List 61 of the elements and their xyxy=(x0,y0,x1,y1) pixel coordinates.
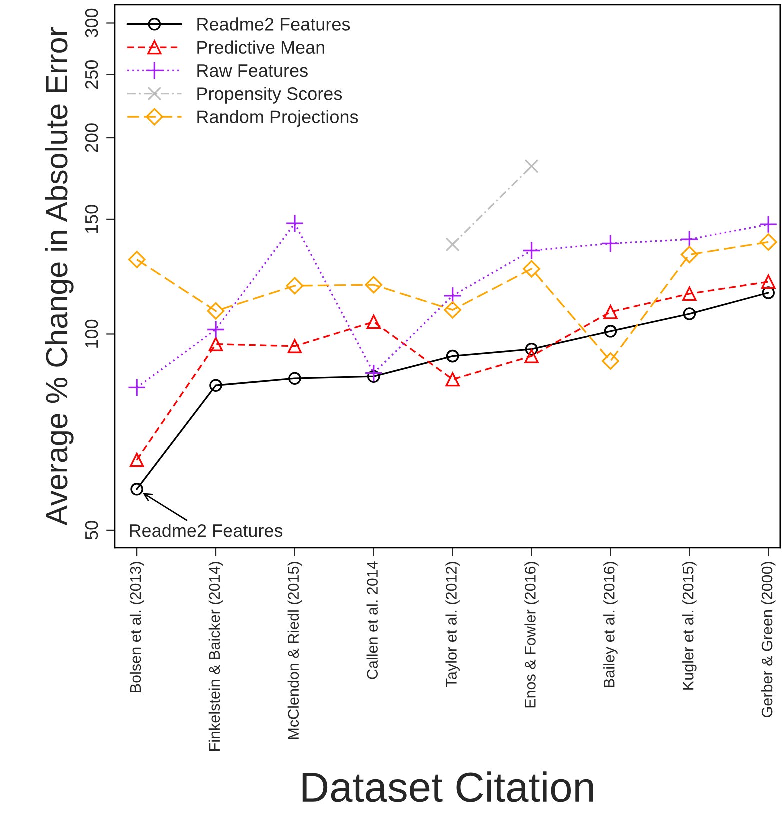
legend-label: Predictive Mean xyxy=(198,40,324,54)
x-tick-label: Kugler et al. (2015) xyxy=(682,562,697,690)
point xyxy=(525,342,538,356)
point xyxy=(288,372,302,385)
legend-label: Random Projections xyxy=(198,110,358,128)
point xyxy=(367,370,380,383)
x-tick-label: Callen et al. 2014 xyxy=(366,562,378,680)
point xyxy=(762,274,776,290)
point xyxy=(759,215,778,234)
point xyxy=(522,242,541,260)
point xyxy=(680,230,699,249)
point xyxy=(602,234,620,253)
point xyxy=(208,337,224,352)
point xyxy=(128,378,146,397)
point xyxy=(364,364,384,383)
y-tick-label: 200 xyxy=(85,124,98,152)
legend-label: Readme2 Features xyxy=(198,18,350,31)
x-tick-label: Enos & Fowler (2016) xyxy=(524,562,539,708)
x-tick-label: Bolsen et al. (2013) xyxy=(130,562,144,692)
point xyxy=(444,286,462,306)
point xyxy=(523,260,540,278)
point xyxy=(365,276,383,294)
point xyxy=(762,286,775,300)
x-tick-label: Taylor et al. (2012) xyxy=(446,562,460,688)
point xyxy=(206,320,226,339)
point xyxy=(210,379,222,392)
point xyxy=(602,352,620,370)
point xyxy=(604,325,618,338)
y-tick-label: 100 xyxy=(85,320,98,348)
x-tick-label: Bailey et al. (2016) xyxy=(604,562,618,688)
x-axis-title: Dataset Citation xyxy=(302,772,594,802)
point xyxy=(130,483,144,496)
point xyxy=(446,350,460,363)
point xyxy=(524,349,539,364)
point xyxy=(130,453,144,468)
y-tick-label: 300 xyxy=(85,8,98,38)
point xyxy=(446,238,460,252)
point xyxy=(682,286,697,302)
point xyxy=(366,314,381,330)
annotation: Readme2 Features xyxy=(130,524,283,538)
legend-label: Raw Features xyxy=(198,64,308,78)
point xyxy=(128,251,146,268)
x-tick-label: Finkelstein & Baicker (2014) xyxy=(208,562,224,751)
point xyxy=(446,372,460,387)
y-tick-label: 250 xyxy=(85,60,98,90)
point xyxy=(288,339,302,354)
point xyxy=(683,308,696,320)
x-tick-label: Gerber & Green (2000) xyxy=(761,562,776,718)
point xyxy=(604,305,618,320)
y-tick-label: 50 xyxy=(85,521,98,540)
y-tick-label: 150 xyxy=(85,205,98,234)
x-tick-label: McClendon & Riedl (2015) xyxy=(288,562,302,740)
legend-label: Propensity Scores xyxy=(198,87,342,104)
y-axis-title: Average % Change in Absolute Error xyxy=(45,28,74,526)
point xyxy=(286,214,304,233)
point xyxy=(207,302,225,320)
point xyxy=(680,246,698,264)
point xyxy=(524,159,539,174)
point xyxy=(444,301,462,319)
point xyxy=(286,277,304,295)
point xyxy=(760,234,778,251)
